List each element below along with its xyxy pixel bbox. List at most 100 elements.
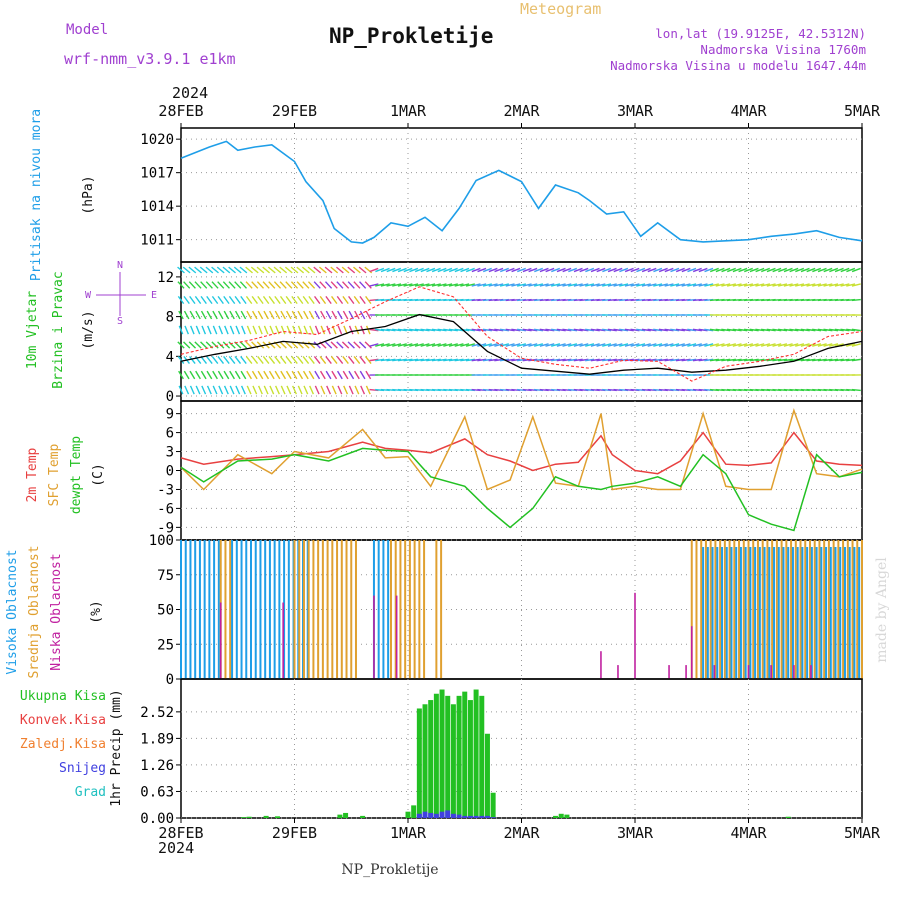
cloud-unit: (%) [89,600,104,623]
wind-arrow [202,311,206,319]
wind-arrow [189,282,195,289]
cloud-ylabel-2: Srednja Oblacnost [27,545,42,678]
wind-arrow [207,356,213,363]
wind-arrow [264,311,268,319]
wind-arrow [360,371,365,379]
wind-arrow [308,342,314,348]
wind-arrow [354,342,360,348]
wind-arrow [359,342,365,348]
wind-arrow [348,342,354,348]
precip-legend-0: Ukupna Kisa [20,689,106,704]
wind-arrow [219,311,223,319]
wind-arrow [325,282,331,289]
wind-arrow [320,356,326,363]
wind-arrow [331,282,337,289]
wind-arrow [303,296,308,303]
wind-arrow [235,371,240,379]
wind-arrow [242,386,246,394]
year-top: 2024 [172,84,208,102]
wind-arrow [253,386,257,394]
wind-arrow [280,356,286,363]
wind-arrow [257,282,263,289]
temp-ylabel-2: SFC Temp [47,444,62,507]
wind-arrow [219,386,223,394]
snow-bar [440,812,445,818]
wind-arrow [223,342,229,348]
wind-arrow [263,296,268,303]
wind-arrow [275,311,279,319]
wind-arrow [316,326,319,334]
wind-arrow [258,311,262,319]
wind-arrow [241,356,247,363]
x-tick-label-bottom: 29FEB [272,824,317,842]
wind-arrow [213,371,218,379]
wind-arrow [321,386,325,394]
snow-bar [417,814,422,818]
wind-arrow [207,311,211,319]
wind-arrow [258,356,264,363]
x-tick-label-bottom: 3MAR [617,824,654,842]
temp-series-1 [181,411,862,490]
wind-arrow [281,311,285,319]
wind-arrow [320,296,325,303]
wind-arrow [286,296,291,303]
cloud-ytick-label: 0 [166,672,174,688]
wind-arrow [259,326,262,334]
wind-arrow [191,386,195,394]
wind-arrow [275,356,281,363]
wind-arrow [218,356,224,363]
wind-arrow [332,371,337,379]
compass-s: S [117,316,123,327]
wind-arrow [202,386,206,394]
wind-arrow [326,296,331,303]
snow-bar [423,812,428,818]
temperature-ytick-label: 3 [166,445,174,461]
wind-arrow [201,371,206,379]
wind-arrow [360,356,366,363]
precip-panel: 0.000.631.261.892.52 [140,679,862,827]
wind-arrow [252,356,258,363]
pressure-ytick-label: 1017 [140,166,174,182]
wind-arrow [315,371,320,379]
x-tick-label-bottom: 4MAR [730,824,767,842]
model-label: Model [66,22,108,38]
compass-e: E [151,290,157,301]
precip-bar [247,817,252,818]
precip-unit: 1hr Precip (mm) [109,689,124,806]
wind-arrow [360,282,366,289]
temperature-ytick-label: 0 [166,464,174,480]
snow-bar [451,814,456,818]
snow-bar [434,814,439,818]
snow-bar [457,815,462,818]
wind-arrow [280,342,286,348]
wind-arrow [315,386,319,394]
wind-arrow [298,296,303,303]
wind-arrow [241,296,246,303]
wind-arrow [208,386,212,394]
precip-bar [423,704,428,818]
wind-arrow [218,282,224,289]
wind-arrow [235,296,240,303]
wind-arrow [253,311,257,319]
x-tick-label-top: 29FEB [272,102,317,120]
wind-arrow [326,356,332,363]
precip-bar [462,692,467,818]
wind-arrow [337,282,343,289]
pressure-ytick-label: 1011 [140,233,174,249]
precip-bar [343,813,348,818]
wind-arrow [304,371,309,379]
lonlat-text: lon,lat (19.9125E, 42.5312N) [655,26,866,41]
wind-arrow [246,356,252,363]
wind-arrow [195,296,200,303]
wind-arrow [314,356,320,363]
compass-n: N [117,260,123,271]
wind-arrow [309,296,314,303]
x-tick-label-top: 1MAR [390,102,427,120]
wind-arrow [252,282,258,289]
wind-arrow [201,296,206,303]
wind-arrow [247,371,252,379]
wind-arrow [310,386,314,394]
wind-arrow [343,371,348,379]
precip-legend-1: Konvek.Kisa [20,713,106,728]
